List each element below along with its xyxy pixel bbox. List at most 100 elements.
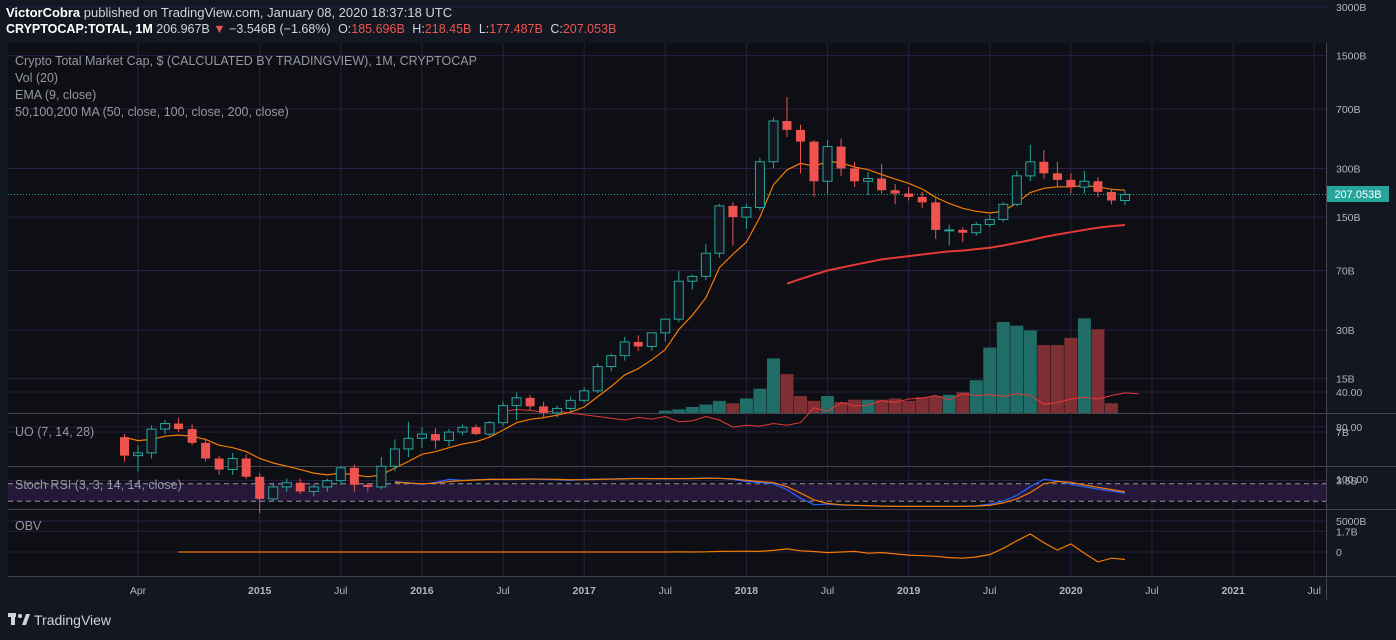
low-label: L: [478, 22, 490, 36]
volume-bar [996, 322, 1010, 413]
candle-body [754, 161, 765, 208]
y-tick-label: 15B [1336, 374, 1355, 386]
volume-bar [875, 399, 889, 413]
candle-body [443, 431, 454, 442]
x-tick-label: 2019 [897, 585, 921, 597]
candle-body [376, 465, 387, 488]
volume-bar [794, 396, 807, 413]
candle-body [673, 280, 684, 320]
candles [120, 97, 1130, 514]
low-value: 177.487B [489, 22, 543, 36]
symbol-name[interactable]: CRYPTOCAP:TOTAL, 1M [6, 22, 153, 36]
obv-tick-label: 0 [1336, 547, 1342, 559]
volume-bar [739, 398, 753, 413]
volume-bar [658, 410, 672, 413]
candle-body [430, 434, 440, 441]
volume-bar [1077, 318, 1091, 413]
stoch-legend: Stoch RSI (3, 3, 14, 14, close) [15, 478, 182, 492]
candle-body [958, 229, 968, 233]
candle-body [484, 422, 495, 435]
x-tick-label: 2015 [248, 585, 272, 597]
vol-legend: Vol (20) [15, 71, 58, 85]
x-tick-label: Jul [496, 585, 509, 597]
indicator-lines [8, 160, 1326, 563]
candle-body [782, 121, 792, 130]
stoch-tick-label: 100.00 [1336, 474, 1368, 486]
candle-body [525, 397, 535, 407]
candle-body [416, 433, 427, 439]
candle-body [187, 429, 197, 443]
candle-body [322, 480, 333, 488]
candle-body [1011, 175, 1022, 205]
last-price-tag-label: 207.053B [1334, 189, 1381, 201]
y-tick-label: 7B [1336, 427, 1349, 439]
candle-body [241, 458, 251, 477]
volume-bar [1023, 330, 1037, 413]
candle-body [120, 437, 129, 456]
y-tick-label: 700B [1336, 104, 1361, 116]
candle-body [687, 275, 698, 282]
volume-bar [1104, 403, 1118, 413]
candle-body [308, 486, 319, 492]
candle-body [714, 205, 725, 254]
volume-bar [807, 400, 821, 413]
candle-body [592, 366, 603, 392]
volume-bar [726, 403, 740, 413]
x-tick-label: Jul [334, 585, 347, 597]
open-value: 185.696B [351, 22, 405, 36]
close-value: 207.053B [562, 22, 617, 36]
ema-line [124, 160, 1126, 478]
candle-body [539, 406, 549, 413]
tradingview-logo-icon [8, 613, 30, 625]
volume-bar [834, 402, 848, 413]
candle-body [700, 252, 711, 277]
candle-body [579, 390, 590, 401]
main-legend-title: Crypto Total Market Cap, $ (CALCULATED B… [15, 54, 477, 68]
author-name[interactable]: VictorCobra [6, 5, 81, 20]
volume-bar [712, 400, 726, 413]
candle-body [457, 426, 468, 433]
candle-body [741, 206, 752, 218]
last-price-tag: 207.053B [1327, 186, 1389, 202]
candle-body [335, 467, 346, 482]
close-label: C: [550, 22, 563, 36]
candle-body [984, 218, 995, 225]
x-tick-label: Jul [983, 585, 996, 597]
high-value: 218.45B [424, 22, 472, 36]
candle-body [768, 120, 779, 163]
volume-bar [1010, 325, 1024, 413]
candle-body [133, 452, 144, 457]
candle-body [836, 146, 846, 169]
tradingview-brand[interactable]: TradingView [8, 612, 111, 628]
candle-body [1079, 180, 1090, 188]
volume-bar [685, 406, 699, 413]
last-price: 206.967B [156, 22, 210, 36]
volume-bar [1064, 337, 1078, 413]
y-tick-label: 1.7B [1336, 526, 1358, 538]
candle-body [606, 355, 617, 368]
axes: 6000B3000B1500B700B300B150B70B30B15B7B3.… [130, 2, 1368, 597]
x-tick-label: Jul [1308, 585, 1321, 597]
candle-body [214, 458, 224, 470]
candle-body [255, 476, 265, 499]
volume-bar [672, 409, 686, 413]
candle-body [498, 405, 509, 424]
candle-body [1052, 173, 1062, 180]
volume-bar [699, 404, 713, 413]
candle-body [796, 129, 805, 142]
ema-legend: EMA (9, close) [15, 88, 96, 102]
candle-body [201, 442, 211, 459]
ma50-line [786, 224, 1126, 285]
x-tick-label: 2018 [735, 585, 759, 597]
volume-bar [753, 388, 767, 413]
volume-bar [929, 396, 943, 413]
candle-body [660, 318, 671, 334]
x-tick-label: Jul [659, 585, 672, 597]
symbol-header: CRYPTOCAP:TOTAL, 1M 206.967B ▼ −3.546B (… [6, 22, 616, 36]
y-tick-label: 1500B [1336, 51, 1366, 63]
volume-bar [983, 347, 997, 413]
uo-tick-label: 80.00 [1336, 422, 1362, 434]
obv-line [178, 533, 1126, 563]
obv-legend: OBV [15, 519, 42, 533]
